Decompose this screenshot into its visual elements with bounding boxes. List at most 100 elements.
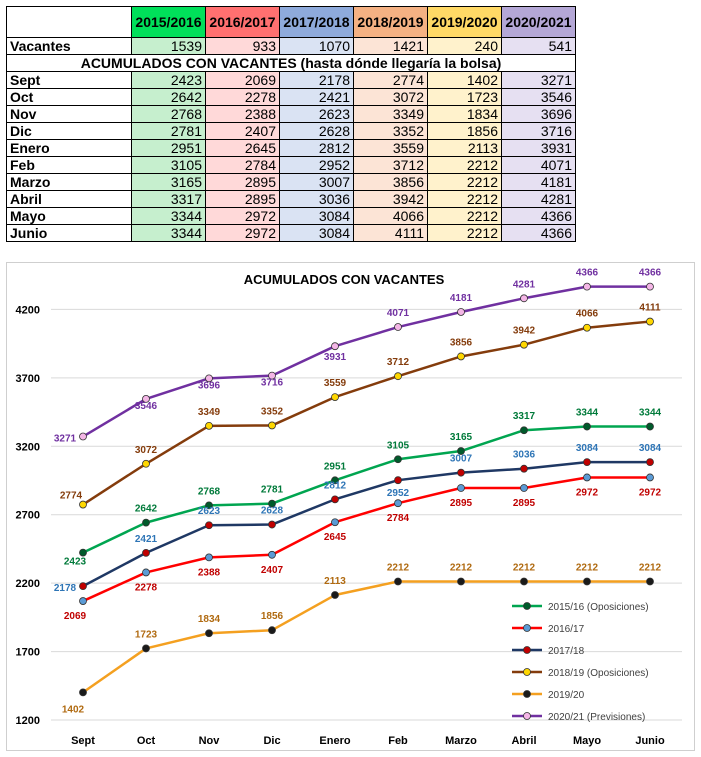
data-point — [79, 688, 87, 697]
row-label: Feb — [6, 156, 132, 174]
data-point — [394, 577, 402, 586]
table-cell: 3317 — [131, 190, 206, 208]
data-point — [394, 372, 402, 381]
data-point — [205, 501, 213, 510]
table-cell: 3036 — [279, 190, 354, 208]
data-label: 2212 — [513, 562, 536, 573]
legend-entry: 2020/21 (Previsiones) — [548, 712, 645, 723]
table-cell: 2423 — [131, 71, 206, 89]
data-point — [394, 323, 402, 331]
data-point — [520, 294, 528, 303]
table-header-cell: 2018/2019 — [353, 6, 428, 38]
x-tick-label: Marzo — [445, 735, 477, 747]
table-cell: 2972 — [205, 207, 280, 225]
data-label: 3007 — [450, 454, 473, 465]
table-cell: 2952 — [279, 156, 354, 174]
table-header-cell: 2016/2017 — [205, 6, 280, 38]
data-label: 2212 — [387, 562, 410, 573]
table-cell: 2774 — [353, 71, 428, 89]
table-cell: 3349 — [353, 105, 428, 123]
table-cell: 3696 — [501, 105, 576, 123]
table-cell: 2178 — [279, 71, 354, 89]
data-point — [142, 548, 150, 557]
row-label: Sept — [6, 71, 132, 89]
legend-entry: 2015/16 (Oposiciones) — [548, 602, 649, 613]
table-cell: 2212 — [427, 173, 502, 191]
y-tick-label: 1200 — [16, 715, 40, 727]
data-point — [457, 577, 465, 586]
data-label: 2774 — [60, 491, 83, 502]
data-point — [142, 568, 150, 577]
data-label: 3352 — [261, 406, 284, 417]
table-cell: 3271 — [501, 71, 576, 89]
data-label: 2178 — [54, 583, 77, 594]
table-cell: 3165 — [131, 173, 206, 191]
table-cell: 3105 — [131, 156, 206, 174]
table-cell: 2895 — [205, 190, 280, 208]
data-label: 2407 — [261, 565, 284, 576]
table-cell: 1723 — [427, 88, 502, 106]
table-cell: 3084 — [279, 207, 354, 225]
data-point — [457, 447, 465, 455]
data-point — [331, 518, 339, 527]
table-cell: 3084 — [279, 224, 354, 242]
data-label: 3696 — [198, 380, 221, 391]
data-label: 3942 — [513, 326, 536, 337]
data-point — [268, 499, 276, 508]
data-label: 2781 — [261, 485, 284, 496]
series-line-5 — [82, 580, 650, 694]
data-label: 1402 — [62, 704, 85, 715]
data-label: 2628 — [261, 506, 284, 517]
data-label: 2623 — [198, 506, 221, 517]
table-row: Abril 3317 2895 3036 3942 2212 4281 — [6, 190, 576, 208]
data-label: 2972 — [639, 487, 662, 498]
data-point — [646, 577, 654, 586]
table-cell: 2895 — [205, 173, 280, 191]
data-point — [79, 582, 87, 591]
x-tick-label: Feb — [388, 735, 408, 747]
data-label: 2952 — [387, 488, 410, 499]
data-point — [394, 455, 402, 464]
data-point — [646, 473, 654, 482]
series-line-3 — [82, 460, 650, 588]
data-label: 3344 — [576, 408, 599, 419]
series-line-1 — [82, 425, 650, 554]
y-tick-label: 4200 — [16, 304, 40, 316]
data-label: 2642 — [135, 504, 158, 515]
table-cell: 2781 — [131, 122, 206, 140]
data-point — [583, 577, 591, 586]
table-row: Junio 3344 2972 3084 4111 2212 4366 — [6, 224, 576, 242]
legend-entry: 2018/19 (Oposiciones) — [548, 668, 649, 679]
data-point — [457, 308, 465, 316]
table-cell: 2768 — [131, 105, 206, 123]
table-row: Sept 2423 2069 2178 2774 1402 3271 — [6, 71, 576, 89]
data-point — [394, 499, 402, 508]
data-point — [520, 464, 528, 473]
data-point — [142, 394, 150, 403]
data-point — [520, 426, 528, 435]
table-row: Oct 2642 2278 2421 3072 1723 3546 — [6, 88, 576, 106]
table-cell: 2212 — [427, 156, 502, 174]
data-label: 1723 — [135, 629, 158, 640]
data-label: 3349 — [198, 407, 221, 418]
table-header-blank — [6, 6, 132, 38]
legend-swatch-marker — [523, 646, 531, 654]
table-cell: 3712 — [353, 156, 428, 174]
data-label: 3271 — [54, 434, 77, 445]
data-point — [331, 495, 339, 504]
table-cell: 4366 — [501, 224, 576, 242]
table-cell: 2113 — [427, 139, 502, 157]
data-label: 2212 — [639, 562, 662, 573]
table-header-cell: 2017/2018 — [279, 6, 354, 38]
data-point — [205, 629, 213, 638]
data-label: 4066 — [576, 309, 599, 320]
data-label: 2895 — [450, 498, 473, 509]
table-header-cell: 2019/2020 — [427, 6, 502, 38]
table-cell: 1856 — [427, 122, 502, 140]
table-row: Marzo 3165 2895 3007 3856 2212 4181 — [6, 173, 576, 191]
data-point — [142, 518, 150, 527]
x-tick-label: Mayo — [573, 735, 601, 747]
data-point — [268, 550, 276, 559]
table-cell: 2388 — [205, 105, 280, 123]
data-point — [268, 626, 276, 635]
